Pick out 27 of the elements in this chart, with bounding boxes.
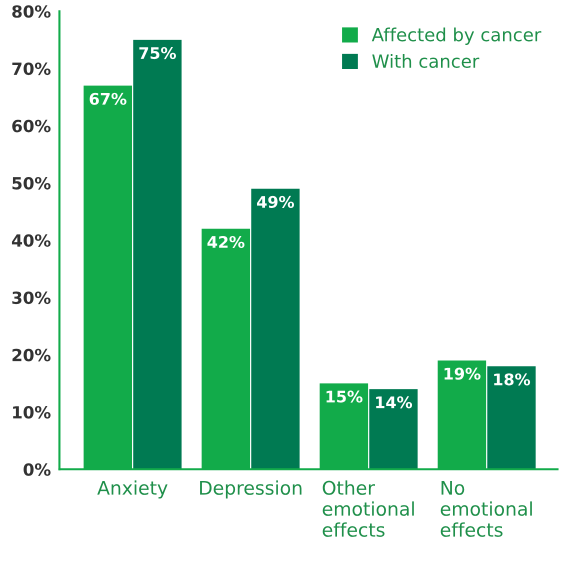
data-label: 19% — [444, 368, 481, 380]
bar — [369, 389, 418, 470]
data-label: 15% — [326, 390, 362, 403]
y-tick-label: 70% — [12, 62, 51, 76]
data-label: 14% — [376, 396, 412, 408]
x-tick-label: No emotional effects — [440, 480, 532, 537]
y-tick-label: 60% — [12, 120, 51, 132]
data-label: 49% — [257, 196, 294, 208]
y-tick-label: 50% — [12, 176, 51, 190]
x-tick-label: Anxiety — [97, 480, 168, 499]
y-tick-label: 80% — [12, 5, 51, 18]
bar — [251, 188, 300, 470]
y-tick-label: 30% — [12, 291, 51, 304]
y-tick-label: 20% — [12, 348, 51, 362]
y-tick-label: 10% — [13, 406, 51, 419]
x-tick-label: Depression — [200, 480, 302, 499]
bar — [133, 40, 182, 470]
data-label: 18% — [494, 373, 530, 386]
data-label: 42% — [207, 236, 244, 248]
data-label: 67% — [90, 92, 126, 105]
x-tick-label: Other emotional effects — [322, 480, 414, 537]
y-tick-label: 40% — [12, 234, 51, 247]
legend-label: Affected by cancer — [372, 27, 542, 45]
data-label: 75% — [139, 47, 176, 60]
legend-label: With cancer — [372, 54, 480, 68]
y-tick-label: 0% — [24, 463, 51, 476]
bar — [487, 366, 536, 470]
